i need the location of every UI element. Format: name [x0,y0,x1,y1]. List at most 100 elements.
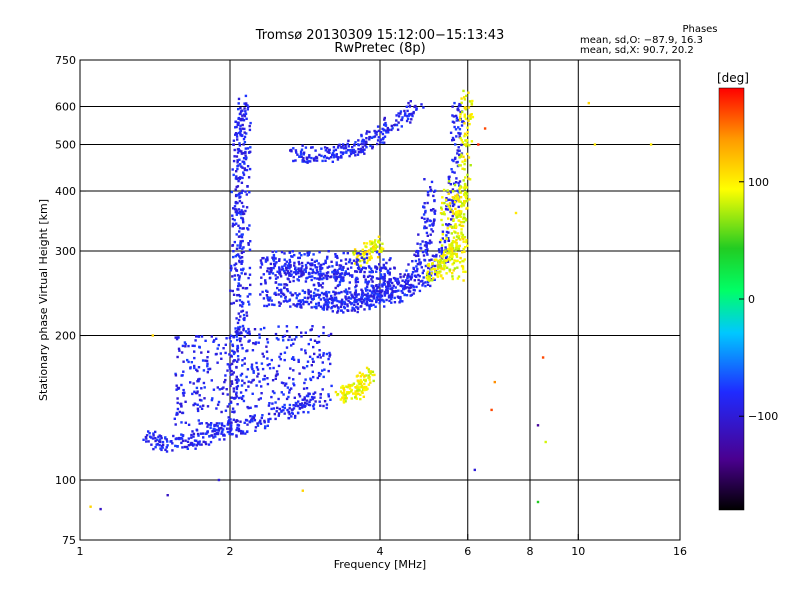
data-point [184,345,187,348]
data-point [441,212,444,216]
data-point [336,299,339,303]
data-point [243,317,246,320]
data-point [360,305,363,308]
data-point [182,394,185,397]
data-point [245,287,249,290]
data-point [326,255,329,259]
data-point [451,214,454,218]
data-point [370,299,374,303]
data-point [405,269,408,272]
data-point [393,290,396,293]
data-point [388,273,391,276]
data-point [239,107,242,110]
data-point [460,232,463,236]
data-point [248,303,251,306]
data-point [304,331,307,334]
data-point [243,135,247,139]
data-point [224,409,228,412]
data-point [378,289,382,293]
data-point [461,267,465,270]
data-point [412,285,416,289]
data-point [321,267,324,270]
data-point [174,374,178,377]
data-point [244,151,247,154]
data-point [201,432,205,435]
data-point [393,267,396,270]
data-point [247,380,250,383]
data-point [457,219,460,222]
data-point [309,328,312,332]
data-point [234,188,237,191]
data-point [362,395,365,398]
data-point [243,102,246,105]
data-point [375,300,378,303]
data-point [394,286,397,289]
data-point [234,378,238,381]
data-point [308,156,311,159]
data-point [200,407,204,410]
data-point [462,220,466,224]
data-point [413,279,416,282]
data-point [324,300,327,304]
data-point [446,203,449,206]
data-point [308,290,311,294]
data-point [377,136,380,139]
data-point [293,384,296,387]
data-point [301,264,304,268]
data-point [357,251,360,255]
data-point [175,388,178,391]
data-point [292,342,295,345]
data-point [325,403,329,406]
data-point [292,407,296,410]
data-point [272,259,276,262]
data-point [259,328,263,331]
data-point [343,302,347,306]
data-point [355,305,358,309]
data-point [274,262,277,265]
data-point [239,176,242,179]
data-point [237,282,240,285]
data-point [278,258,281,261]
data-point [238,158,241,161]
data-point [283,271,287,274]
data-point [327,369,330,373]
data-point [389,278,392,281]
data-point [455,244,458,248]
data-point [454,226,458,229]
data-point [234,420,237,423]
data-point [436,264,439,267]
data-point [347,299,350,302]
data-point [312,157,316,160]
data-point [451,263,454,266]
data-point [244,147,247,150]
data-point [258,333,261,336]
data-point [465,192,469,196]
data-point [175,337,179,341]
data-point [283,258,286,261]
data-point [410,293,414,297]
data-point [325,294,328,297]
data-point [265,345,268,348]
data-point [263,378,266,381]
data-point [299,150,303,153]
data-point [289,265,292,268]
data-point [424,221,427,224]
data-point [176,386,180,390]
data-point [356,306,359,309]
data-point [260,416,263,420]
data-point [346,305,349,308]
data-point [337,307,340,310]
data-point [425,276,428,279]
data-point [247,242,250,245]
data-point [365,388,369,391]
data-point [338,300,341,304]
data-point [366,250,370,253]
data-point [427,194,430,197]
data-point [452,115,456,118]
data-point [309,377,312,380]
data-point [461,120,465,123]
data-point [466,130,469,134]
data-point [322,331,325,335]
data-point [365,137,368,140]
